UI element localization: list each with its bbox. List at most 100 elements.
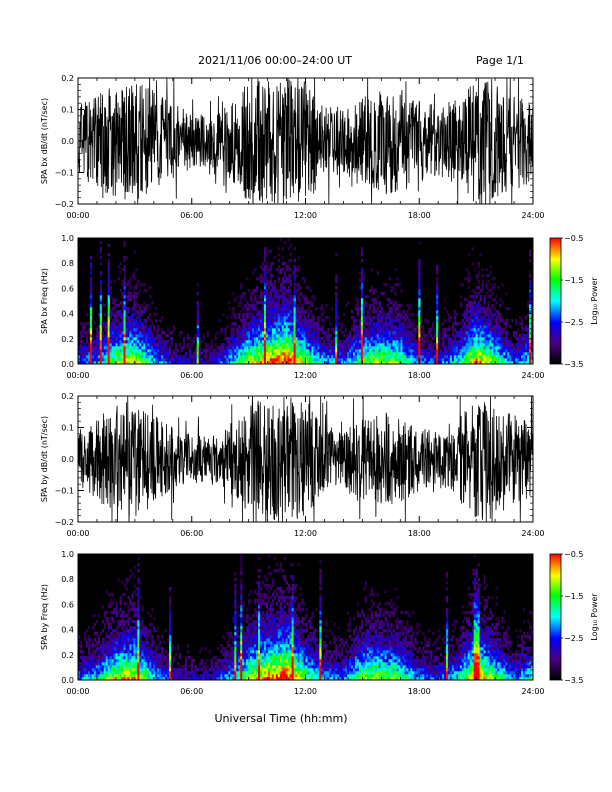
spectrogram-cell	[380, 334, 383, 338]
spectrogram-cell	[299, 322, 302, 326]
spectrogram-cell	[372, 316, 376, 320]
spectrogram-cell	[349, 358, 352, 362]
spectrogram-cell	[123, 623, 126, 627]
spectrogram-cell	[404, 358, 407, 362]
spectrogram-cell	[256, 328, 259, 332]
spectrogram-cell	[447, 346, 451, 350]
spectrogram-cell	[129, 569, 132, 573]
spectrogram-cell	[97, 313, 101, 317]
spectrogram-cell	[281, 316, 285, 320]
spectrogram-cell	[451, 343, 455, 347]
spectrogram-cell	[91, 319, 95, 323]
spectrogram-cell	[293, 337, 296, 341]
spectrogram-cell	[443, 358, 447, 362]
spectrogram-cell	[275, 298, 279, 302]
spectrogram-cell	[390, 316, 393, 320]
spectrogram-cell	[293, 286, 296, 290]
spectrogram-cell	[141, 653, 144, 657]
spectrogram-cell	[453, 319, 457, 323]
spectrogram-cell	[244, 361, 247, 365]
y-tick-label: 0.1	[61, 424, 74, 433]
spectrogram-cell	[406, 337, 409, 341]
spectrogram-cell	[356, 307, 360, 311]
spectrogram-cell	[248, 328, 251, 332]
spectrogram-cell	[149, 355, 152, 359]
spectrogram-cell	[392, 355, 395, 359]
spectrogram-cell	[483, 358, 486, 362]
spectrogram-cell	[95, 668, 99, 672]
spectrogram-cell	[157, 340, 160, 344]
spectrogram-cell	[277, 307, 281, 311]
spectrogram-cell	[252, 355, 255, 359]
spectrogram-cell	[121, 641, 124, 645]
spectrogram-cell	[113, 659, 116, 663]
spectrogram-cell	[366, 340, 370, 344]
spectrogram-cell	[283, 319, 287, 323]
spectrogram-cell	[360, 328, 364, 332]
spectrogram-cell	[78, 644, 81, 648]
spectrogram-cell	[131, 340, 134, 344]
spectrogram-cell	[115, 650, 118, 654]
spectrogram-cell	[279, 286, 283, 290]
spectrogram-cell	[147, 328, 150, 332]
spectrogram-cell	[137, 325, 140, 329]
spectrogram-cell	[119, 316, 122, 320]
spectrogram-cell	[404, 328, 407, 332]
spectrogram-cell	[398, 352, 401, 356]
spectrogram-cell	[467, 322, 470, 326]
spectrogram-cell	[137, 635, 140, 639]
spectrogram-cell	[85, 668, 89, 672]
spectrogram-cell	[412, 328, 415, 332]
spectrogram-cell	[368, 352, 372, 356]
spectrogram-cell	[91, 656, 95, 660]
spectrogram-cell	[79, 674, 83, 678]
spectrogram-cell	[131, 674, 134, 678]
spectrogram-cell	[396, 358, 399, 362]
spectrogram-cell	[133, 322, 136, 326]
spectrogram-cell	[392, 286, 395, 290]
spectrogram-cell	[267, 250, 271, 254]
spectrogram-cell	[109, 313, 112, 317]
spectrogram-cell	[151, 346, 154, 350]
spectrogram-cell	[295, 355, 298, 359]
spectrogram-cell	[481, 346, 484, 350]
spectrogram-cell	[313, 295, 316, 299]
spectrogram-cell	[493, 337, 496, 341]
spectrogram-cell	[129, 280, 132, 284]
spectrogram-cell	[501, 283, 504, 287]
spectrogram-cell	[483, 301, 486, 305]
spectrogram-cell	[281, 286, 285, 290]
spectrogram-cell	[275, 343, 279, 347]
spectrogram-cell	[386, 325, 389, 329]
spectrogram-cell	[517, 340, 520, 344]
spectrogram-cell	[147, 349, 150, 353]
spectrogram-cell	[337, 340, 340, 344]
spectrogram-cell	[143, 328, 146, 332]
spectrogram-cell	[202, 349, 205, 353]
spectrogram-cell	[436, 286, 439, 290]
spectrogram-cell	[97, 674, 101, 678]
spectrogram-cell	[283, 262, 287, 266]
spectrogram-cell	[477, 307, 480, 311]
spectrogram-cell	[119, 638, 122, 642]
spectrogram-cell	[117, 352, 120, 356]
spectrogram-cell	[501, 340, 504, 344]
spectrogram-cell	[244, 331, 247, 335]
spectrogram-cell	[499, 355, 502, 359]
spectrogram-cell	[463, 313, 467, 317]
spectrogram-cell	[85, 665, 89, 669]
spectrogram-cell	[347, 352, 350, 356]
spectrogram-cell	[479, 310, 482, 314]
spectrogram-cell	[157, 334, 160, 338]
spectrogram-cell	[457, 346, 461, 350]
spectrogram-cell	[279, 334, 283, 338]
spectrogram-cell	[244, 298, 247, 302]
spectrogram-cell	[109, 286, 112, 290]
spectrogram-cell	[293, 361, 296, 365]
spectrogram-cell	[410, 313, 413, 317]
spectrogram-cell	[313, 316, 316, 320]
spectrogram-cell	[163, 343, 166, 347]
spectrogram-cell	[303, 313, 306, 317]
spectrogram-cell	[275, 316, 279, 320]
spectrogram-cell	[101, 662, 105, 666]
